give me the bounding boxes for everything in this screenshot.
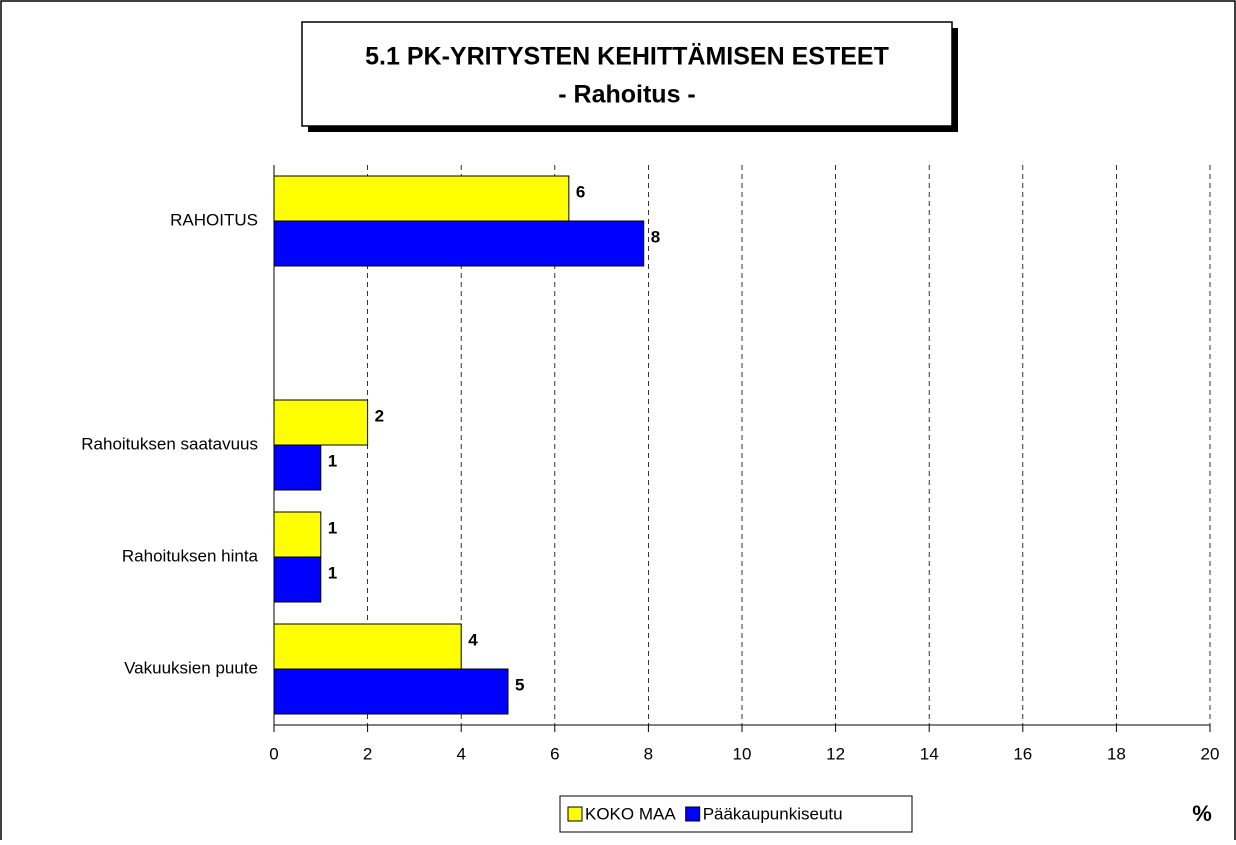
bar bbox=[273, 399, 369, 446]
data-label: 6 bbox=[576, 182, 585, 201]
bar bbox=[273, 511, 322, 558]
bar bbox=[273, 668, 509, 715]
title-box bbox=[301, 21, 953, 127]
chart-title: 5.1 PK-YRITYSTEN KEHITTÄMISEN ESTEET bbox=[365, 43, 889, 71]
x-axis-label: % bbox=[1192, 801, 1212, 826]
x-tick-label: 14 bbox=[920, 744, 939, 763]
data-label: 4 bbox=[468, 630, 478, 649]
data-label: 1 bbox=[328, 518, 337, 537]
legend-swatch bbox=[685, 806, 701, 822]
data-label: 1 bbox=[328, 563, 337, 582]
chart-subtitle: - Rahoitus - bbox=[558, 81, 696, 109]
y-tick-label: Rahoituksen saatavuus bbox=[81, 434, 258, 453]
x-tick-label: 2 bbox=[363, 744, 372, 763]
x-tick-label: 20 bbox=[1201, 744, 1220, 763]
y-tick-label: RAHOITUS bbox=[170, 210, 258, 229]
legend-label: Pääkaupunkiseutu bbox=[703, 804, 843, 823]
x-tick-label: 4 bbox=[456, 744, 465, 763]
data-label: 5 bbox=[515, 675, 524, 694]
x-tick-label: 0 bbox=[269, 744, 278, 763]
y-tick-label: Rahoituksen hinta bbox=[122, 546, 259, 565]
data-label: 2 bbox=[375, 406, 384, 425]
bar bbox=[273, 623, 462, 670]
x-tick-label: 6 bbox=[550, 744, 559, 763]
x-tick-label: 16 bbox=[1013, 744, 1032, 763]
bar bbox=[273, 556, 322, 603]
legend-box bbox=[559, 795, 913, 833]
x-tick-label: 8 bbox=[644, 744, 653, 763]
data-label: 1 bbox=[328, 451, 337, 470]
legend-swatch bbox=[567, 806, 583, 822]
bar bbox=[273, 175, 570, 222]
bar bbox=[273, 220, 645, 267]
legend-label: KOKO MAA bbox=[585, 804, 676, 823]
x-tick-label: 12 bbox=[826, 744, 845, 763]
y-tick-label: Vakuuksien puute bbox=[124, 658, 258, 677]
bar bbox=[273, 444, 322, 491]
data-label: 8 bbox=[651, 227, 660, 246]
x-tick-label: 10 bbox=[733, 744, 752, 763]
x-tick-label: 18 bbox=[1107, 744, 1126, 763]
